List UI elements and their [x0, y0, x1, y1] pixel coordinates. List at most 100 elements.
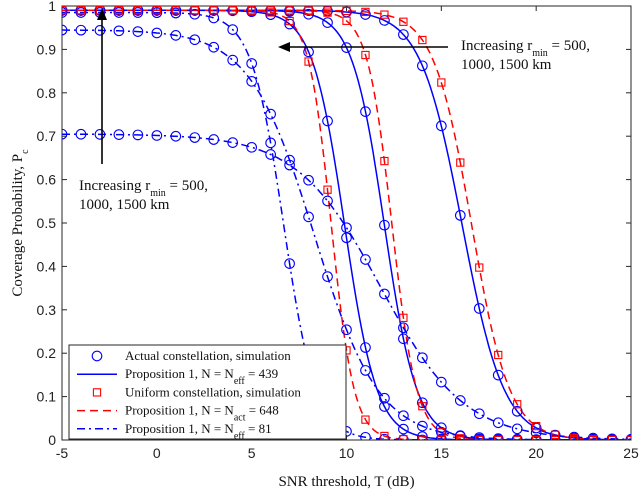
data-point-circle: [132, 26, 144, 37]
data-point-square: [323, 185, 332, 194]
data-point-circle: [151, 7, 163, 19]
data-point-circle: [417, 434, 428, 440]
data-point-circle: [492, 369, 504, 381]
data-point-circle: [417, 352, 428, 364]
data-point-square: [342, 6, 351, 16]
data-point-circle: [341, 324, 352, 336]
data-point-circle: [189, 34, 201, 46]
data-point-square: [550, 435, 560, 440]
legend-label: Uniform constellation, simulation: [125, 384, 301, 399]
data-point-square: [190, 6, 199, 15]
data-point-circle: [246, 75, 258, 87]
data-point-circle: [379, 219, 390, 231]
data-point-circle: [417, 60, 428, 72]
data-point-square: [418, 402, 427, 411]
data-point-circle: [473, 432, 485, 440]
data-point-square: [266, 6, 275, 15]
data-point-circle: [417, 397, 428, 409]
data-point-circle: [360, 9, 371, 20]
data-point-circle: [284, 154, 295, 166]
y-tick-label: 0: [48, 432, 56, 448]
data-point-square: [513, 435, 522, 440]
data-point-square: [380, 431, 389, 440]
data-point-circle: [398, 29, 409, 40]
data-point-circle: [227, 6, 239, 16]
data-point-circle: [360, 342, 371, 353]
series-line-8: [62, 133, 631, 440]
data-point-circle: [568, 431, 580, 440]
data-point-circle: [62, 7, 68, 18]
annotation-text: 1000, 1500 km: [461, 57, 552, 73]
data-point-circle: [113, 129, 125, 140]
data-point-square: [418, 435, 427, 440]
data-point-circle: [170, 6, 182, 16]
data-point-circle: [303, 8, 314, 20]
data-point-square: [494, 435, 503, 440]
data-point-circle: [303, 6, 314, 16]
y-tick-label: 0.1: [37, 389, 57, 405]
data-point-square: [399, 17, 408, 26]
data-point-circle: [113, 7, 125, 18]
data-point-circle: [322, 195, 333, 207]
data-point-circle: [113, 25, 125, 37]
data-point-circle: [170, 130, 182, 142]
data-point-circle: [492, 433, 504, 440]
data-point-circle: [246, 6, 258, 16]
data-point-circle: [398, 434, 409, 440]
data-point-square: [285, 6, 294, 15]
data-point-circle: [94, 25, 106, 36]
data-point-circle: [435, 376, 447, 388]
data-point-square: [304, 6, 313, 15]
y-tick-label: 0.9: [37, 41, 57, 57]
annotation-text: Increasing rmin = 500,: [461, 38, 590, 59]
legend-swatch-circle: [91, 350, 103, 362]
data-point-circle: [549, 434, 561, 440]
y-tick-label: 0.2: [37, 345, 57, 361]
data-point-circle: [62, 24, 68, 36]
legend-label: Actual constellation, simulation: [125, 348, 291, 363]
data-point-square: [607, 435, 617, 440]
data-point-circle: [360, 431, 371, 440]
data-point-square: [342, 16, 351, 25]
data-point-circle: [322, 17, 333, 28]
data-point-square: [380, 10, 389, 19]
data-point-circle: [132, 129, 144, 141]
data-point-circle: [379, 401, 390, 412]
x-tick-label: 20: [528, 445, 544, 461]
data-point-circle: [398, 322, 409, 334]
data-point-circle: [265, 137, 276, 149]
x-tick-label: 5: [248, 445, 256, 461]
data-point-circle: [189, 132, 201, 143]
data-point-square: [569, 433, 579, 440]
data-point-circle: [132, 7, 144, 18]
data-point-circle: [530, 434, 542, 440]
data-point-circle: [360, 106, 371, 117]
data-point-circle: [322, 271, 333, 282]
data-point-square: [532, 421, 541, 431]
data-point-circle: [530, 427, 542, 439]
data-point-circle: [227, 137, 239, 148]
data-point-circle: [435, 422, 447, 434]
data-point-circle: [473, 434, 485, 440]
data-point-circle: [417, 431, 428, 440]
data-point-circle: [360, 365, 371, 376]
annotation-text: 1000, 1500 km: [79, 197, 170, 213]
data-point-circle: [435, 434, 447, 440]
data-point-circle: [379, 433, 390, 440]
arrowhead-left: [278, 42, 290, 52]
data-point-circle: [208, 134, 220, 145]
data-point-square: [304, 57, 313, 66]
data-point-circle: [303, 211, 314, 223]
data-point-circle: [170, 30, 182, 41]
data-point-square: [550, 430, 560, 439]
data-point-square: [152, 6, 161, 15]
data-point-square: [361, 415, 370, 424]
data-point-circle: [265, 108, 276, 120]
data-point-circle: [549, 430, 561, 440]
data-point-square: [532, 435, 541, 440]
y-tick-label: 0.7: [37, 128, 57, 144]
data-point-circle: [208, 12, 220, 24]
data-point-circle: [511, 405, 523, 417]
data-point-circle: [511, 423, 523, 435]
